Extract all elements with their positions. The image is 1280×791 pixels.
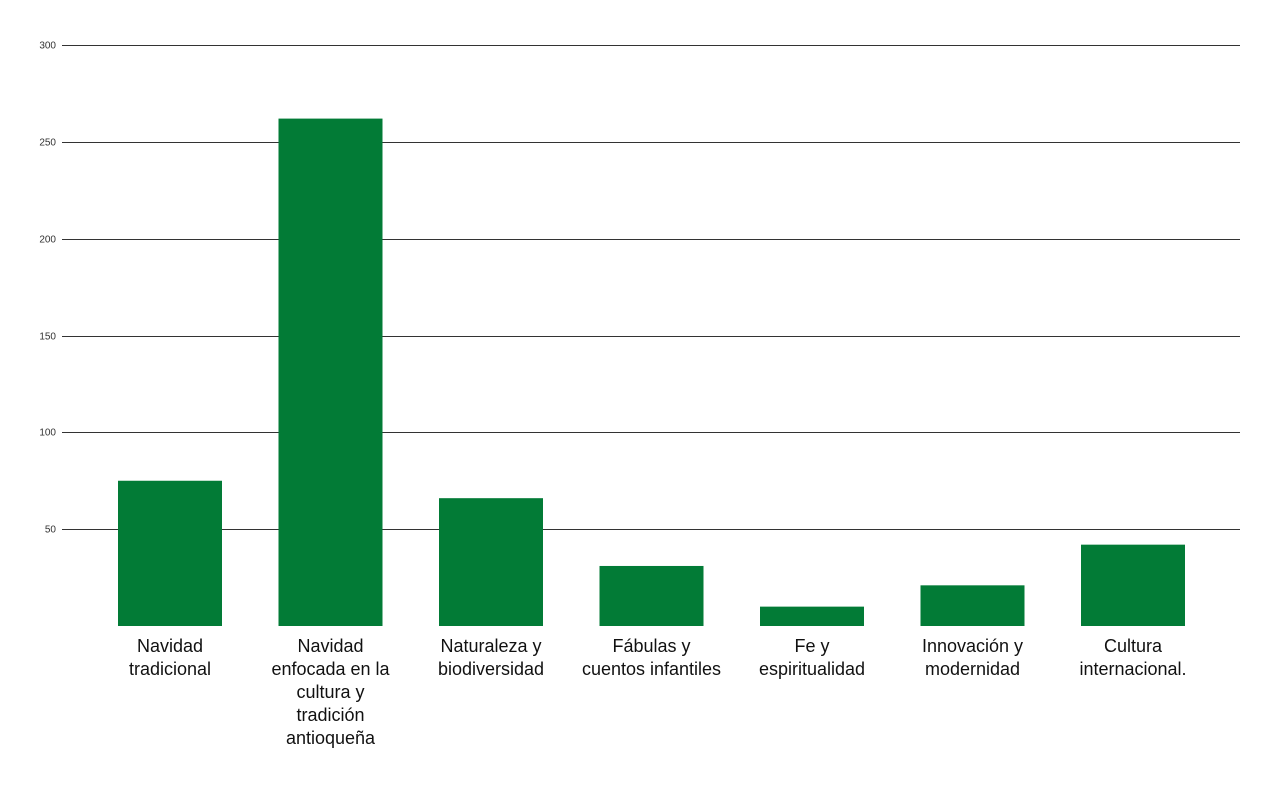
category-label: Navidad tradicional <box>129 636 211 679</box>
bar <box>920 585 1025 626</box>
bars <box>118 118 1185 627</box>
category-label-line: tradición <box>296 705 364 725</box>
category-label: Fábulas y cuentos infantiles <box>582 636 721 679</box>
category-labels: Navidad tradicional Navidad enfocada en la c… <box>129 636 1187 748</box>
category-label: Innovación y modernidad <box>922 636 1023 679</box>
category-label-line: tradicional <box>129 659 211 679</box>
y-tick-label: 200 <box>39 235 56 246</box>
category-label-line: Fe y <box>794 636 829 656</box>
y-tick-label: 300 <box>39 41 56 52</box>
category-label-line: cuentos infantiles <box>582 659 721 679</box>
category-label: Fe y espiritualidad <box>759 636 865 679</box>
category-label-line: biodiversidad <box>438 659 544 679</box>
category-label-line: antioqueña <box>286 728 376 748</box>
category-label-line: internacional. <box>1079 659 1186 679</box>
y-tick-label: 250 <box>39 138 56 149</box>
category-label-line: Fábulas y <box>612 636 690 656</box>
bar <box>599 565 704 626</box>
bar <box>439 498 543 626</box>
category-label: Navidad enfocada en la cultura y tradición a… <box>271 636 390 748</box>
category-label-line: Naturaleza y <box>440 636 541 656</box>
y-tick-label: 50 <box>45 525 57 536</box>
category-label-line: modernidad <box>925 659 1020 679</box>
category-label-line: Innovación y <box>922 636 1023 656</box>
bar <box>278 118 383 627</box>
category-label-line: cultura y <box>296 682 364 702</box>
y-tick-label: 150 <box>39 332 56 343</box>
y-tick-label: 100 <box>39 428 56 439</box>
category-label-line: Navidad <box>137 636 203 656</box>
category-label-line: Cultura <box>1104 636 1163 656</box>
bar <box>760 606 864 626</box>
y-axis-ticks: 50 100 150 200 250 300 <box>39 41 56 536</box>
bar <box>1081 544 1185 626</box>
category-label-line: Navidad <box>297 636 363 656</box>
category-label-line: espiritualidad <box>759 659 865 679</box>
bar <box>118 480 222 626</box>
gridlines <box>62 45 1240 530</box>
category-label: Cultura internacional. <box>1079 636 1186 679</box>
category-label-line: enfocada en la <box>271 659 390 679</box>
category-label: Naturaleza y biodiversidad <box>438 636 544 679</box>
